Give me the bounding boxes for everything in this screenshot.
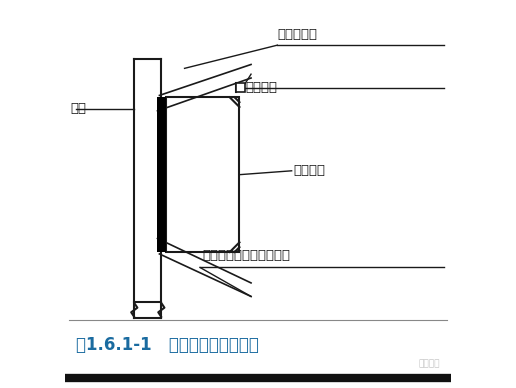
Bar xyxy=(166,97,239,252)
Text: 柱或暗柱: 柱或暗柱 xyxy=(294,164,326,177)
Text: 豆丁施工: 豆丁施工 xyxy=(418,360,440,369)
Text: 图1.6.1-1   止水钢板处箍筋做法: 图1.6.1-1 止水钢板处箍筋做法 xyxy=(76,336,259,354)
Bar xyxy=(236,83,245,92)
Text: 钢板止水带: 钢板止水带 xyxy=(277,28,317,41)
Text: 箍筋分离: 箍筋分离 xyxy=(246,81,278,94)
Text: 外墙: 外墙 xyxy=(71,102,87,116)
Text: 两侧箍筋分别与钢板焊接: 两侧箍筋分别与钢板焊接 xyxy=(202,249,290,262)
Bar xyxy=(157,97,166,252)
